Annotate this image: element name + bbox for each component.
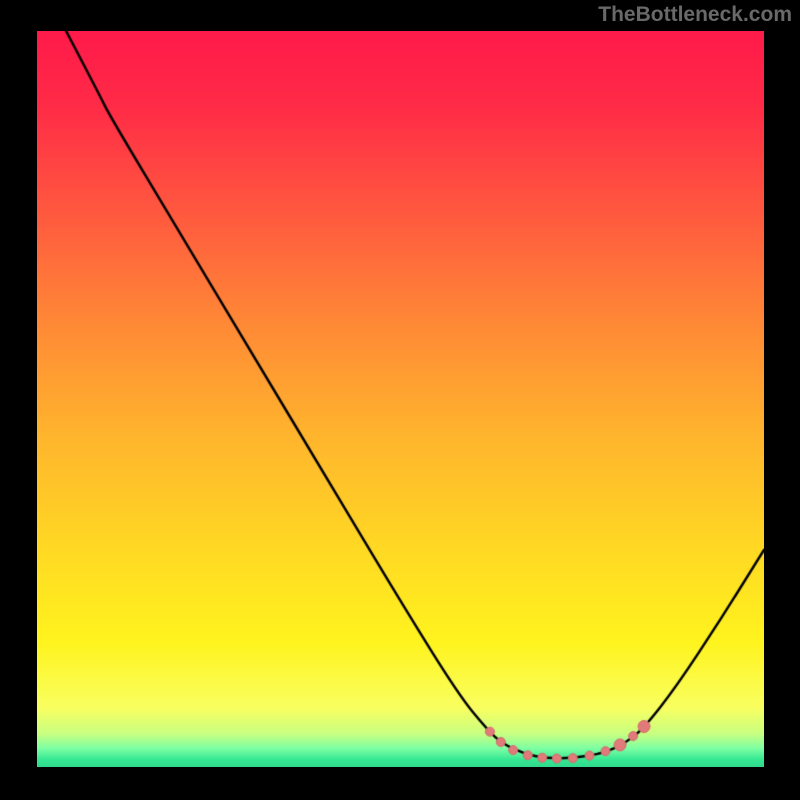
plot-area [37,31,764,767]
chart-container: TheBottleneck.com [0,0,800,800]
curve-line [37,31,764,767]
watermark-text: TheBottleneck.com [598,3,792,27]
